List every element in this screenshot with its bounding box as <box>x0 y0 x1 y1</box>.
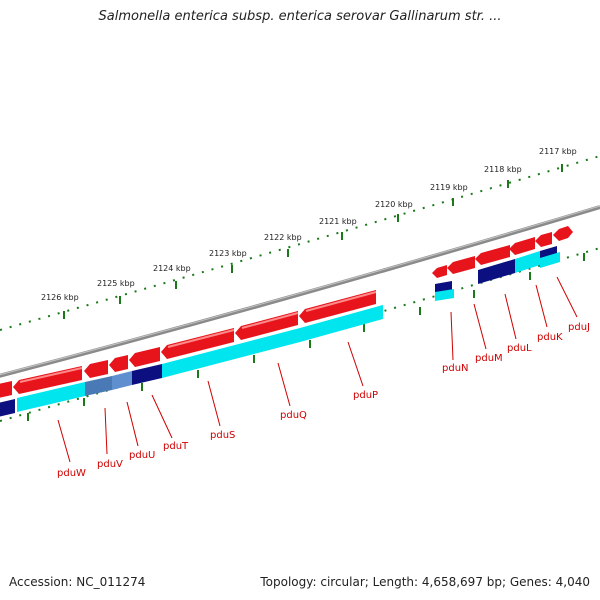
gene-label-pduT: pduT <box>163 441 189 452</box>
leader-line <box>207 380 221 427</box>
ruler-labels: 2117 kbp 2118 kbp 2119 kbp 2120 kbp 2121… <box>41 147 577 302</box>
gene-label-pduJ: pduJ <box>568 322 590 333</box>
kbp-label: 2125 kbp <box>97 279 135 288</box>
feature-bar <box>0 399 15 417</box>
kbp-label: 2118 kbp <box>484 165 522 174</box>
leader-line <box>104 407 108 455</box>
leader-line <box>504 293 517 340</box>
kbp-label: 2117 kbp <box>539 147 577 156</box>
genome-summary: Topology: circular; Length: 4,658,697 bp… <box>260 575 590 589</box>
gene-label-pduS: pduS <box>210 430 235 441</box>
chromosome-backbone <box>0 205 600 378</box>
kbp-label: 2121 kbp <box>319 217 357 226</box>
gene-leader-lines <box>57 276 578 463</box>
feature-bar <box>132 364 162 385</box>
gene-label-pduW: pduW <box>57 468 86 479</box>
ruler-upper-dots <box>0 155 600 331</box>
gene-arrow <box>161 328 234 359</box>
leader-line <box>535 284 548 328</box>
leader-line <box>347 341 364 387</box>
gene-arrow <box>447 256 475 274</box>
leader-line <box>277 362 291 407</box>
chromosome-backbone-highlight <box>0 205 600 376</box>
gene-label-pduV: pduV <box>97 459 123 470</box>
leader-line <box>126 401 139 447</box>
feature-bar <box>85 376 112 396</box>
leader-line <box>556 276 578 318</box>
leader-line <box>473 303 487 350</box>
gene-arrow <box>13 366 82 394</box>
gene-arrow <box>509 237 535 255</box>
feature-bar <box>540 252 560 268</box>
feature-bar <box>112 371 132 390</box>
kbp-label: 2124 kbp <box>153 264 191 273</box>
feature-bar <box>540 246 557 259</box>
leader-line <box>450 311 454 361</box>
feature-bar <box>515 251 540 273</box>
feature-bar <box>300 305 383 342</box>
gene-label-pduQ: pduQ <box>280 410 307 421</box>
ruler-lower-ticks <box>27 253 585 421</box>
feature-bar <box>435 289 454 301</box>
gene-arrow <box>535 232 552 247</box>
gene-label-pduU: pduU <box>129 450 155 461</box>
ruler-major-ticks <box>63 164 563 319</box>
gene-labels: pduW pduV pduU pduT pduS pduQ pduP pduN … <box>57 322 590 479</box>
gene-label-pduP: pduP <box>353 390 378 401</box>
kbp-label: 2123 kbp <box>209 249 247 258</box>
gene-arrow <box>475 245 510 265</box>
leader-line <box>151 394 173 439</box>
feature-track-lower <box>0 246 560 417</box>
accession-label: Accession: NC_011274 <box>9 575 146 589</box>
kbp-label: 2122 kbp <box>264 233 302 242</box>
gene-label-pduM: pduM <box>475 353 503 364</box>
feature-bar <box>162 328 300 378</box>
feature-bar <box>17 382 85 412</box>
gene-arrow <box>84 360 108 378</box>
gene-label-pduN: pduN <box>442 363 469 374</box>
gene-highlight <box>19 291 377 383</box>
kbp-label: 2119 kbp <box>430 183 468 192</box>
genome-title: Salmonella enterica subsp. enterica sero… <box>98 9 502 24</box>
gene-label-pduK: pduK <box>537 332 563 343</box>
gene-arrow <box>0 381 12 398</box>
gene-arrow <box>129 347 160 367</box>
gene-label-pduL: pduL <box>507 343 532 354</box>
gene-arrow <box>432 265 447 278</box>
gene-track <box>0 226 573 398</box>
kbp-label: 2120 kbp <box>375 200 413 209</box>
leader-line <box>57 419 71 463</box>
feature-bar <box>478 259 515 284</box>
gene-arrow <box>109 355 128 372</box>
kbp-label: 2126 kbp <box>41 293 79 302</box>
gene-arrow <box>553 226 573 241</box>
